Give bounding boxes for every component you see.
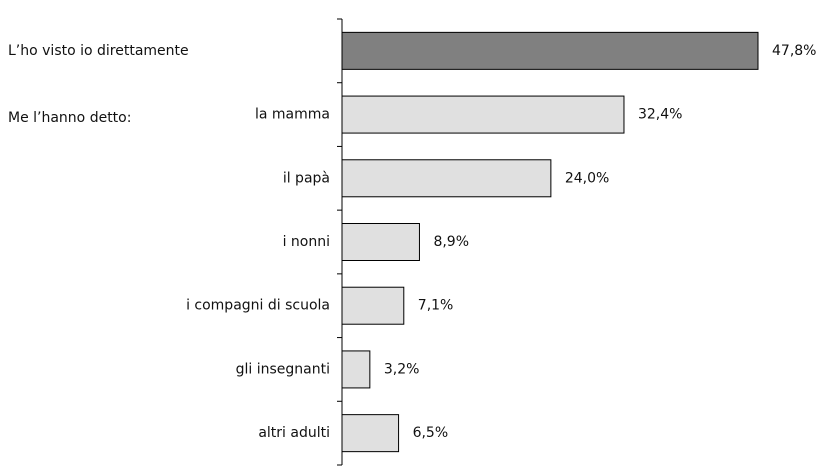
category-label: il papà — [283, 170, 330, 186]
bar — [341, 350, 371, 389]
bar — [341, 31, 759, 70]
bar — [341, 95, 625, 134]
category-label: i nonni — [283, 234, 330, 250]
bar — [341, 286, 405, 325]
value-label: 32,4% — [638, 107, 682, 123]
category-label: L’ho visto io direttamente — [8, 43, 189, 59]
value-label: 8,9% — [433, 234, 469, 250]
category-label: altri adulti — [258, 425, 330, 441]
category-label: la mamma — [255, 107, 330, 123]
group-label: Me l’hanno detto: — [8, 110, 131, 126]
bar — [341, 414, 400, 453]
bar — [341, 223, 420, 261]
value-label: 3,2% — [384, 361, 420, 377]
category-label: gli insegnanti — [236, 361, 330, 377]
value-label: 6,5% — [413, 425, 449, 441]
value-label: 7,1% — [418, 298, 454, 314]
value-label: 47,8% — [772, 43, 816, 59]
category-label: i compagni di scuola — [186, 298, 330, 314]
value-label: 24,0% — [565, 170, 609, 186]
bar — [341, 159, 552, 198]
